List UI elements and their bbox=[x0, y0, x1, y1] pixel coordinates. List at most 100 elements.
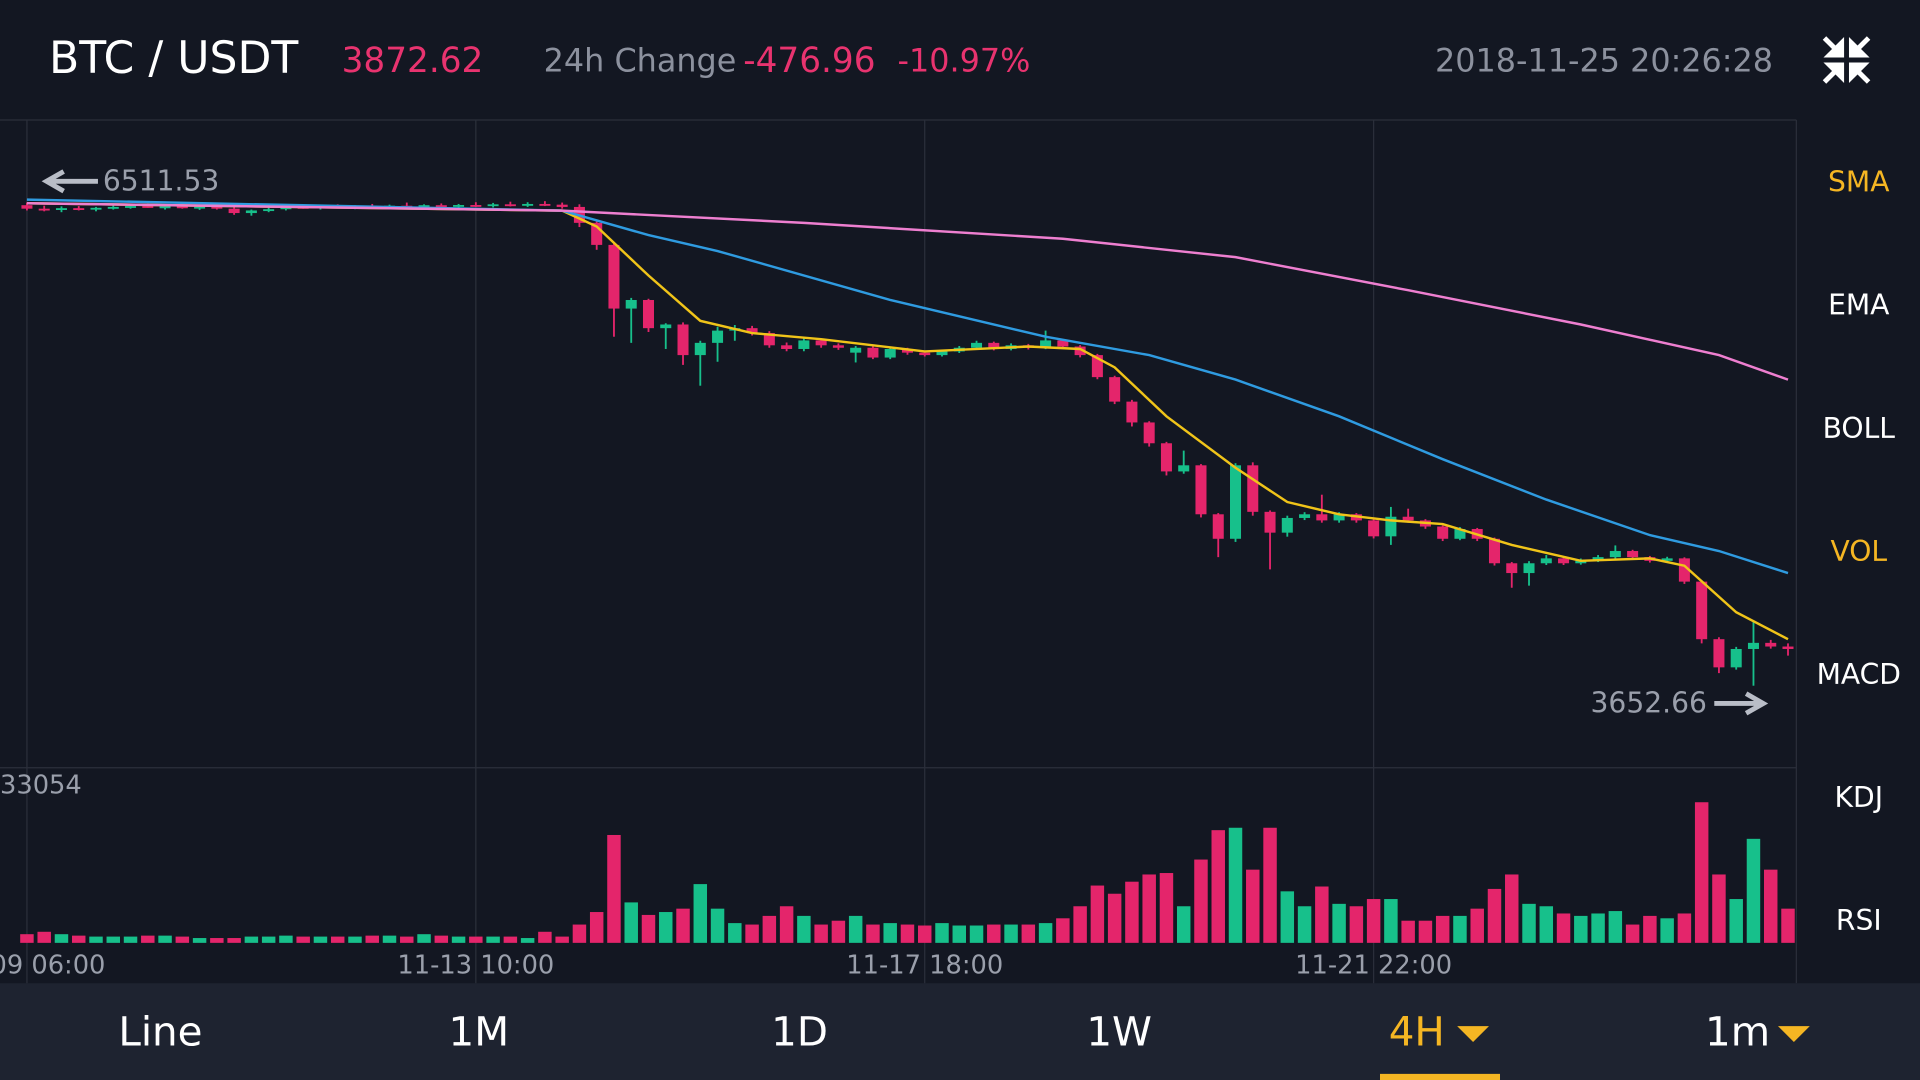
candle-body bbox=[1212, 514, 1224, 539]
x-tick-label: 11-13 10:00 bbox=[397, 951, 554, 981]
candle-body bbox=[1040, 340, 1052, 348]
volume-bar bbox=[192, 938, 207, 943]
change: -476.96 bbox=[743, 41, 875, 81]
indicator-button[interactable]: SMA bbox=[1828, 166, 1890, 199]
candle-body bbox=[1661, 558, 1673, 561]
candle-body bbox=[901, 348, 913, 353]
candle-body bbox=[884, 348, 896, 358]
indicator-button[interactable]: VOL bbox=[1830, 535, 1887, 568]
change-label: 24h Change bbox=[544, 41, 737, 79]
volume-bar bbox=[400, 936, 414, 943]
volume-tick-label: 33054 bbox=[0, 771, 82, 801]
timeframe-tab[interactable]: 1W bbox=[1086, 1008, 1152, 1056]
candle-body bbox=[746, 328, 758, 334]
volume-bar bbox=[900, 924, 915, 943]
candle-body bbox=[539, 203, 551, 206]
x-tick-label: 11-21 22:00 bbox=[1295, 951, 1452, 981]
candle-body bbox=[832, 345, 844, 348]
volume-bar bbox=[1107, 893, 1122, 943]
volume-bar bbox=[1125, 881, 1139, 943]
timeframe-tab[interactable]: Line bbox=[118, 1008, 202, 1056]
candle-body bbox=[642, 300, 654, 329]
volume-bar bbox=[279, 935, 293, 943]
candle-body bbox=[194, 206, 206, 209]
candle-body bbox=[1247, 465, 1259, 512]
volume-bar bbox=[175, 936, 190, 943]
volume-bar bbox=[728, 923, 742, 943]
volume-bar bbox=[451, 936, 466, 943]
volume-bar bbox=[72, 935, 86, 943]
volume-bar bbox=[797, 915, 811, 943]
candle-body bbox=[1454, 528, 1466, 539]
indicator-button[interactable]: RSI bbox=[1836, 904, 1882, 937]
candle-body bbox=[1782, 646, 1794, 649]
volume-bar bbox=[296, 936, 310, 943]
candle-body bbox=[1730, 648, 1742, 668]
volume-bar bbox=[106, 936, 120, 943]
volume-bar bbox=[1556, 913, 1571, 943]
candle-body bbox=[1540, 558, 1552, 564]
volume-bar bbox=[520, 938, 535, 943]
volume-bar bbox=[762, 915, 777, 943]
candle-body bbox=[107, 206, 119, 209]
volume-bar bbox=[952, 925, 966, 943]
volume-bar bbox=[659, 912, 673, 943]
dropdown-caret bbox=[1777, 1026, 1810, 1043]
candle-body bbox=[625, 300, 637, 309]
volume-bar bbox=[330, 936, 345, 943]
timeframe-tab[interactable]: 1M bbox=[449, 1008, 510, 1056]
volume-bar bbox=[1297, 906, 1312, 943]
volume-bar bbox=[469, 936, 483, 943]
candle-body bbox=[1195, 465, 1207, 515]
indicator-button[interactable]: EMA bbox=[1828, 289, 1890, 322]
volume-bar bbox=[1574, 915, 1588, 943]
volume-bar bbox=[831, 920, 846, 943]
volume-bar bbox=[1487, 888, 1502, 943]
candle-body bbox=[867, 347, 879, 358]
indicator-button[interactable]: BOLL bbox=[1823, 412, 1896, 445]
candle-body bbox=[1160, 443, 1172, 472]
candle-body bbox=[470, 205, 482, 207]
low-label: 3652.66 bbox=[1591, 687, 1707, 720]
candle-body bbox=[1678, 558, 1690, 582]
candle-body bbox=[1713, 639, 1725, 668]
candle-body bbox=[1506, 563, 1518, 574]
timeframe-tab[interactable]: 4H bbox=[1389, 1008, 1445, 1056]
candle-body bbox=[1609, 551, 1621, 558]
candle-body bbox=[453, 205, 465, 207]
timeframe-tab[interactable]: 1m bbox=[1705, 1008, 1770, 1056]
volume-bar bbox=[866, 924, 880, 943]
volume-bar bbox=[1176, 906, 1191, 943]
candle-body bbox=[21, 205, 33, 209]
indicator-button[interactable]: MACD bbox=[1817, 658, 1901, 691]
volume-bar bbox=[745, 924, 759, 943]
volume-bar bbox=[1349, 906, 1364, 943]
indicator-button[interactable]: KDJ bbox=[1835, 781, 1883, 814]
x-tick-label: 11-09 06:00 bbox=[0, 951, 105, 981]
candle-body bbox=[1178, 465, 1190, 472]
candle-body bbox=[73, 208, 85, 210]
candle-body bbox=[1696, 581, 1708, 640]
volume-bar bbox=[486, 936, 500, 943]
candle-body bbox=[1437, 526, 1449, 539]
volume-bar bbox=[1038, 923, 1053, 943]
volume-bar bbox=[417, 934, 431, 943]
candle-body bbox=[280, 206, 292, 210]
candle-body bbox=[487, 204, 499, 207]
time: 2018-11-25 20:26:28 bbox=[1435, 41, 1773, 79]
volume-bar bbox=[37, 931, 51, 943]
timeframe-tab[interactable]: 1D bbox=[771, 1008, 828, 1056]
volume-bar bbox=[883, 923, 897, 943]
pair: BTC / USDT bbox=[49, 33, 299, 84]
collapse-icon[interactable] bbox=[1822, 36, 1871, 84]
candle-body bbox=[677, 324, 689, 356]
tab-bar bbox=[0, 983, 1920, 1080]
candle-body bbox=[936, 351, 948, 356]
high-label: 6511.53 bbox=[103, 165, 219, 198]
candle-body bbox=[1264, 511, 1276, 533]
candle-body bbox=[1299, 514, 1311, 518]
volume-bar bbox=[572, 924, 587, 943]
candle-body bbox=[971, 342, 983, 348]
candle-body bbox=[522, 203, 534, 206]
